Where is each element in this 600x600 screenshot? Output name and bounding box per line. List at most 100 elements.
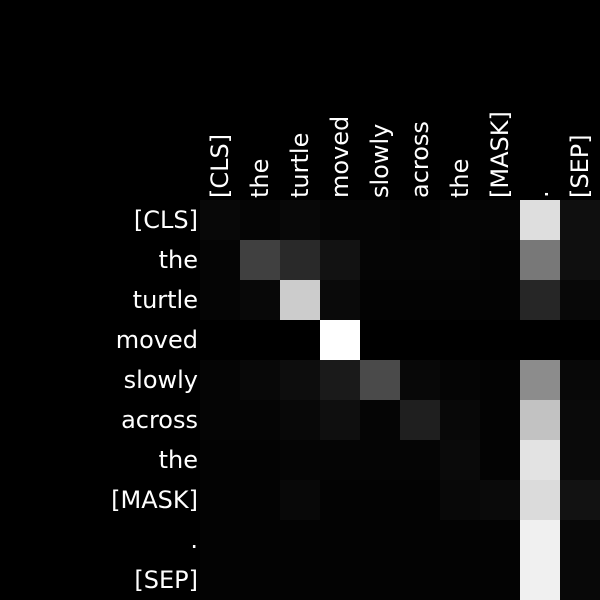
y-tick-label-5: across	[121, 406, 198, 434]
heatmap-cell-r2-c6	[440, 280, 480, 320]
y-tick-label-3: moved	[116, 326, 198, 354]
heatmap-cell-r9-c0	[200, 560, 240, 600]
y-tick-label-6: the	[159, 446, 198, 474]
heatmap-cell-r2-c7	[480, 280, 520, 320]
heatmap-cell-r0-c7	[480, 200, 520, 240]
heatmap-cell-r8-c7	[480, 520, 520, 560]
heatmap-cell-r1-c9	[560, 240, 600, 280]
heatmap-cell-r3-c3	[320, 320, 360, 360]
x-tick-label-7: [MASK]	[486, 111, 514, 198]
y-tick-labels: [CLS] the turtle moved slowly across the [MASK]…	[111, 206, 198, 594]
heatmap-cell-r2-c9	[560, 280, 600, 320]
heatmap-cell-r5-c6	[440, 400, 480, 440]
heatmap-cell-r1-c0	[200, 240, 240, 280]
heatmap-cell-r2-c5	[400, 280, 440, 320]
y-tick-label-8: .	[190, 526, 198, 554]
heatmap-cell-r7-c6	[440, 480, 480, 520]
heatmap-cell-r1-c3	[320, 240, 360, 280]
heatmap-cell-r9-c6	[440, 560, 480, 600]
heatmap-cell-r0-c5	[400, 200, 440, 240]
heatmap-cell-r0-c2	[280, 200, 320, 240]
heatmap-cell-r1-c6	[440, 240, 480, 280]
heatmap-cell-r4-c6	[440, 360, 480, 400]
x-tick-label-1: the	[246, 159, 274, 198]
y-tick-label-7: [MASK]	[111, 486, 198, 514]
heatmap-cell-r7-c3	[320, 480, 360, 520]
heatmap-cell-r9-c4	[360, 560, 400, 600]
heatmap-cell-r7-c0	[200, 480, 240, 520]
heatmap-cell-r3-c9	[560, 320, 600, 360]
heatmap-cell-r3-c4	[360, 320, 400, 360]
heatmap-cell-r6-c2	[280, 440, 320, 480]
heatmap-cell-r7-c2	[280, 480, 320, 520]
heatmap-cell-r3-c7	[480, 320, 520, 360]
heatmap-cell-r9-c1	[240, 560, 280, 600]
heatmap-cell-r4-c4	[360, 360, 400, 400]
heatmap-cell-r8-c0	[200, 520, 240, 560]
heatmap-cells	[200, 200, 600, 600]
heatmap-cell-r4-c1	[240, 360, 280, 400]
heatmap-cell-r0-c4	[360, 200, 400, 240]
heatmap-cell-r5-c2	[280, 400, 320, 440]
heatmap-cell-r4-c3	[320, 360, 360, 400]
heatmap-cell-r5-c5	[400, 400, 440, 440]
heatmap-cell-r6-c5	[400, 440, 440, 480]
heatmap-cell-r6-c0	[200, 440, 240, 480]
heatmap-cell-r7-c5	[400, 480, 440, 520]
heatmap-cell-r8-c1	[240, 520, 280, 560]
x-tick-label-4: slowly	[366, 124, 394, 198]
heatmap-cell-r4-c9	[560, 360, 600, 400]
heatmap-cell-r3-c2	[280, 320, 320, 360]
heatmap-cell-r1-c7	[480, 240, 520, 280]
heatmap-cell-r2-c3	[320, 280, 360, 320]
heatmap-cell-r0-c9	[560, 200, 600, 240]
heatmap-cell-r4-c7	[480, 360, 520, 400]
heatmap-cell-r9-c2	[280, 560, 320, 600]
x-tick-labels: [CLS] the turtle moved slowly across the [MASK]…	[206, 111, 594, 198]
x-tick-label-5: across	[406, 121, 434, 198]
heatmap-cell-r8-c9	[560, 520, 600, 560]
heatmap-cell-r9-c8	[520, 560, 560, 600]
heatmap-cell-r2-c2	[280, 280, 320, 320]
heatmap-cell-r5-c4	[360, 400, 400, 440]
heatmap-cell-r2-c0	[200, 280, 240, 320]
x-tick-label-8: .	[526, 190, 554, 198]
heatmap-cell-r0-c3	[320, 200, 360, 240]
heatmap-cell-r8-c3	[320, 520, 360, 560]
heatmap-cell-r9-c5	[400, 560, 440, 600]
heatmap-cell-r6-c9	[560, 440, 600, 480]
heatmap-cell-r4-c2	[280, 360, 320, 400]
heatmap-cell-r3-c1	[240, 320, 280, 360]
heatmap-cell-r5-c3	[320, 400, 360, 440]
heatmap-cell-r8-c6	[440, 520, 480, 560]
heatmap-cell-r0-c0	[200, 200, 240, 240]
x-tick-label-0: [CLS]	[206, 134, 234, 198]
heatmap-cell-r2-c1	[240, 280, 280, 320]
heatmap-cell-r2-c8	[520, 280, 560, 320]
heatmap-cell-r5-c7	[480, 400, 520, 440]
heatmap-cell-r8-c8	[520, 520, 560, 560]
heatmap-cell-r7-c8	[520, 480, 560, 520]
heatmap-cell-r4-c8	[520, 360, 560, 400]
heatmap-cell-r9-c3	[320, 560, 360, 600]
x-tick-label-9: [SEP]	[566, 134, 594, 198]
heatmap-cell-r8-c5	[400, 520, 440, 560]
heatmap-cell-r0-c1	[240, 200, 280, 240]
heatmap-cell-r8-c2	[280, 520, 320, 560]
x-tick-label-6: the	[446, 159, 474, 198]
heatmap-cell-r6-c3	[320, 440, 360, 480]
y-tick-label-1: the	[159, 246, 198, 274]
heatmap-cell-r5-c0	[200, 400, 240, 440]
y-tick-label-0: [CLS]	[134, 206, 198, 234]
heatmap-cell-r2-c4	[360, 280, 400, 320]
heatmap-cell-r5-c1	[240, 400, 280, 440]
x-tick-label-3: moved	[326, 116, 354, 198]
heatmap-cell-r3-c0	[200, 320, 240, 360]
heatmap-cell-r9-c9	[560, 560, 600, 600]
y-tick-label-4: slowly	[124, 366, 198, 394]
heatmap-cell-r3-c5	[400, 320, 440, 360]
heatmap-cell-r8-c4	[360, 520, 400, 560]
heatmap-cell-r9-c7	[480, 560, 520, 600]
heatmap-cell-r5-c8	[520, 400, 560, 440]
